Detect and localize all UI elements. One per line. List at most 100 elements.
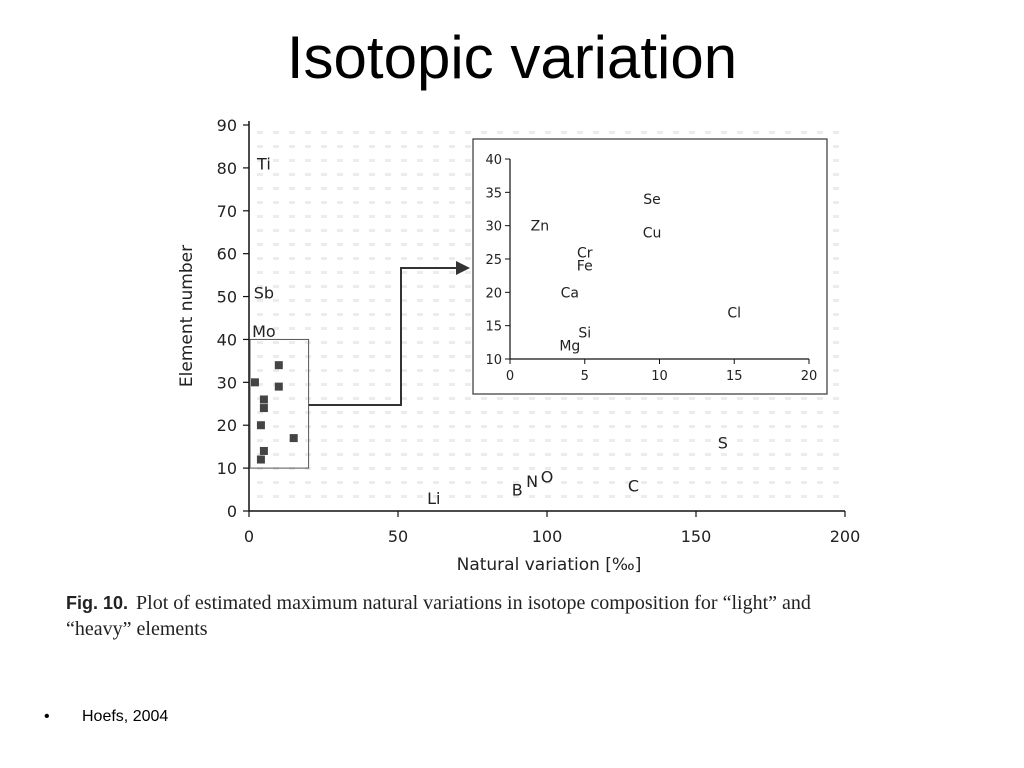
texture-dot: [353, 453, 359, 456]
texture-dot: [353, 271, 359, 274]
texture-dot: [817, 439, 823, 442]
texture-dot: [609, 397, 615, 400]
texture-dot: [433, 397, 439, 400]
texture-dot: [337, 439, 343, 442]
texture-dot: [433, 369, 439, 372]
texture-dot: [817, 397, 823, 400]
texture-dot: [401, 215, 407, 218]
texture-dot: [529, 495, 535, 498]
texture-dot: [833, 341, 839, 344]
texture-dot: [593, 425, 599, 428]
texture-dot: [385, 299, 391, 302]
texture-dot: [465, 229, 471, 232]
texture-dot: [353, 439, 359, 442]
texture-dot: [273, 355, 279, 358]
texture-dot: [657, 411, 663, 414]
texture-dot: [673, 453, 679, 456]
texture-dot: [465, 173, 471, 176]
inset-y-tick-label: 25: [485, 253, 502, 268]
texture-dot: [369, 467, 375, 470]
y-tick-label: 30: [217, 373, 237, 392]
texture-dot: [689, 411, 695, 414]
texture-dot: [465, 481, 471, 484]
texture-dot: [449, 215, 455, 218]
texture-dot: [401, 313, 407, 316]
texture-dot: [449, 481, 455, 484]
texture-dot: [369, 369, 375, 372]
texture-dot: [705, 495, 711, 498]
texture-dot: [305, 229, 311, 232]
element-label: Sb: [254, 283, 274, 302]
element-label: O: [541, 468, 554, 487]
texture-dot: [273, 145, 279, 148]
data-point: [259, 446, 268, 455]
texture-dot: [273, 257, 279, 260]
texture-dot: [481, 397, 487, 400]
texture-dot: [561, 453, 567, 456]
texture-dot: [321, 201, 327, 204]
texture-dot: [353, 285, 359, 288]
texture-dot: [257, 495, 263, 498]
texture-dot: [321, 159, 327, 162]
texture-dot: [433, 299, 439, 302]
texture-dot: [353, 383, 359, 386]
inset-y-tick-label: 40: [485, 153, 502, 168]
texture-dot: [673, 425, 679, 428]
texture-dot: [465, 383, 471, 386]
texture-dot: [705, 439, 711, 442]
figure-caption: Fig. 10. Plot of estimated maximum natura…: [66, 590, 964, 642]
texture-dot: [401, 341, 407, 344]
texture-dot: [641, 425, 647, 428]
texture-dot: [801, 397, 807, 400]
texture-dot: [417, 131, 423, 134]
texture-dot: [337, 355, 343, 358]
x-tick-label: 200: [830, 527, 861, 546]
texture-dot: [465, 187, 471, 190]
inset-element-label: Zn: [531, 219, 549, 235]
texture-dot: [785, 453, 791, 456]
texture-dot: [385, 397, 391, 400]
texture-dot: [321, 495, 327, 498]
texture-dot: [257, 215, 263, 218]
texture-dot: [401, 383, 407, 386]
texture-dot: [417, 439, 423, 442]
texture-dot: [385, 201, 391, 204]
texture-dot: [417, 481, 423, 484]
texture-dot: [593, 495, 599, 498]
texture-dot: [385, 271, 391, 274]
texture-dot: [433, 131, 439, 134]
texture-dot: [449, 145, 455, 148]
texture-dot: [321, 257, 327, 260]
texture-dot: [289, 369, 295, 372]
texture-dot: [305, 285, 311, 288]
texture-dot: [305, 411, 311, 414]
texture-dot: [561, 481, 567, 484]
data-point: [289, 434, 298, 443]
texture-dot: [769, 439, 775, 442]
texture-dot: [417, 355, 423, 358]
texture-dot: [609, 453, 615, 456]
texture-dot: [385, 467, 391, 470]
texture-dot: [273, 201, 279, 204]
texture-dot: [705, 481, 711, 484]
slide-title: Isotopic variation: [286, 24, 738, 91]
texture-dot: [337, 341, 343, 344]
texture-dot: [385, 187, 391, 190]
texture-dot: [625, 411, 631, 414]
texture-dot: [369, 187, 375, 190]
texture-dot: [401, 299, 407, 302]
texture-dot: [625, 481, 631, 484]
x-tick-label: 0: [244, 527, 254, 546]
texture-dot: [753, 439, 759, 442]
texture-dot: [385, 229, 391, 232]
texture-dot: [337, 187, 343, 190]
texture-dot: [833, 159, 839, 162]
texture-dot: [449, 201, 455, 204]
texture-dot: [417, 145, 423, 148]
inset-y-tick-label: 15: [485, 320, 502, 335]
texture-dot: [609, 411, 615, 414]
texture-dot: [801, 467, 807, 470]
texture-dot: [385, 131, 391, 134]
texture-dot: [417, 201, 423, 204]
texture-dot: [609, 495, 615, 498]
